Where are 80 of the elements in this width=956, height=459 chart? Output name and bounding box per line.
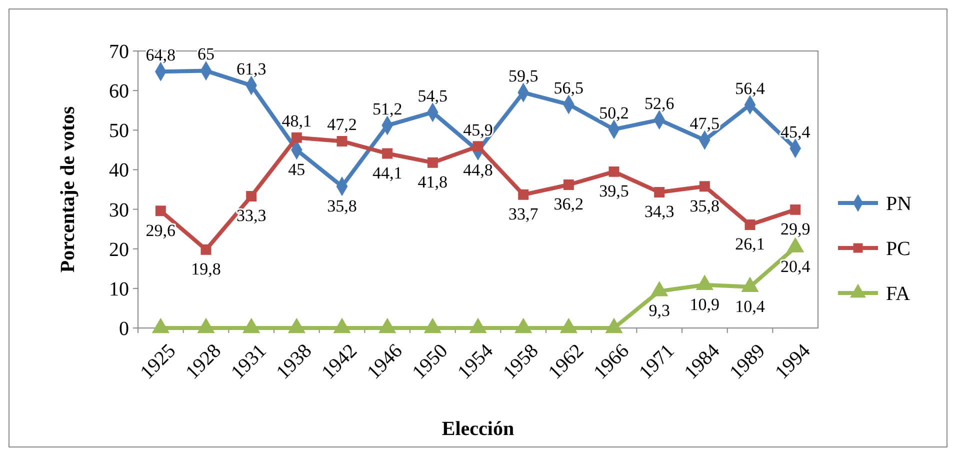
data-label: 41,8: [418, 172, 448, 192]
legend-label: PN: [886, 193, 912, 215]
data-label: 44,8: [463, 160, 493, 180]
data-label: 20,4: [780, 257, 811, 276]
x-tick-label: 1971: [634, 340, 679, 384]
point: [650, 281, 668, 296]
y-tick-label: 60: [109, 80, 129, 103]
data-label: 61,3: [236, 59, 266, 78]
data-label: 45,9: [463, 120, 493, 140]
data-label: 54,5: [418, 86, 448, 106]
data-label: 36,2: [554, 194, 584, 214]
data-label: 50,2: [599, 103, 629, 122]
data-label: 56,4: [735, 78, 766, 98]
data-label: 45,4: [780, 122, 811, 142]
point: [560, 318, 578, 334]
point: [336, 136, 348, 146]
point: [790, 204, 801, 215]
x-axis-title: Elección: [442, 418, 514, 440]
point: [654, 187, 665, 198]
point: [288, 318, 306, 334]
y-tick-label: 40: [109, 160, 129, 182]
data-label: 48,1: [282, 112, 312, 131]
point: [427, 157, 438, 168]
data-label: 26,1: [735, 234, 765, 254]
data-label: 44,1: [372, 163, 402, 182]
point: [470, 318, 486, 334]
y-tick-label: 10: [109, 278, 129, 300]
point: [696, 275, 714, 290]
data-label: 33,3: [236, 206, 266, 226]
point: [378, 318, 396, 334]
data-label: 39,5: [599, 182, 629, 201]
point: [563, 180, 574, 190]
data-label: 51,2: [372, 99, 402, 118]
data-label: 45: [288, 160, 306, 179]
point: [334, 318, 350, 334]
point: [198, 318, 214, 334]
y-tick-label: 20: [109, 238, 129, 261]
point: [606, 318, 622, 334]
data-label: 29,6: [146, 220, 176, 240]
point: [786, 238, 804, 252]
x-tick-label: 1989: [726, 340, 770, 384]
y-tick-label: 0: [119, 318, 129, 340]
y-axis-title: Porcentaje de votos: [57, 106, 79, 273]
point: [608, 166, 620, 177]
point: [424, 318, 442, 334]
data-label: 29,9: [780, 220, 810, 239]
data-label: 47,5: [690, 114, 720, 133]
legend-label: FA: [886, 283, 911, 305]
y-tick-label: 70: [109, 41, 129, 63]
x-tick-label: 1931: [226, 340, 271, 384]
point: [152, 318, 170, 334]
point: [291, 132, 302, 143]
data-label: 47,2: [327, 115, 357, 134]
legend-label: PC: [886, 238, 910, 260]
data-label: 19,8: [191, 260, 221, 279]
point: [699, 181, 710, 192]
point: [242, 318, 260, 334]
data-label: 10,9: [690, 294, 720, 314]
point: [514, 318, 532, 334]
data-label: 59,5: [508, 66, 538, 86]
data-label: 33,7: [508, 204, 539, 224]
point: [744, 219, 756, 230]
data-label: 52,6: [644, 94, 674, 113]
y-tick-label: 30: [109, 199, 129, 222]
y-tick-label: 50: [109, 120, 129, 142]
data-label: 9,3: [648, 301, 670, 320]
data-label: 35,8: [327, 196, 357, 216]
point: [246, 190, 257, 202]
data-label: 64,8: [146, 46, 176, 65]
data-label: 56,5: [554, 78, 584, 98]
point: [742, 277, 758, 292]
point: [155, 206, 166, 216]
data-label: 65: [198, 44, 214, 64]
point: [518, 189, 529, 200]
data-label: 35,8: [690, 196, 720, 216]
point: [200, 244, 212, 255]
point: [472, 141, 484, 152]
data-label: 34,3: [644, 202, 674, 222]
data-label: 10,4: [735, 296, 766, 316]
point: [382, 148, 393, 159]
